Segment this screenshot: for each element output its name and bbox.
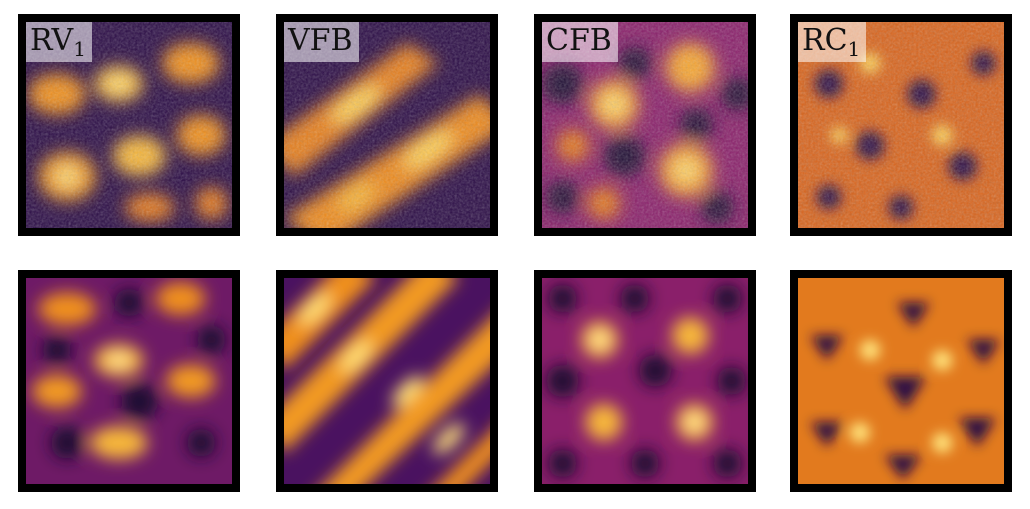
heatmap-image xyxy=(26,278,232,484)
map-panel-cfb-measured: CFB xyxy=(534,14,756,236)
map-panel-cfb-model xyxy=(534,270,756,492)
heatmap-image xyxy=(798,278,1004,484)
panel-label: RC1 xyxy=(798,22,867,62)
map-panel-rc1-model xyxy=(790,270,1012,492)
map-panel-rv1-measured: RV1 xyxy=(18,14,240,236)
panel-label: RV1 xyxy=(26,22,92,62)
heatmap-image xyxy=(284,278,490,484)
map-panel-vfb-model xyxy=(276,270,498,492)
panel-label: CFB xyxy=(542,22,618,62)
heatmap-image xyxy=(542,278,748,484)
map-panel-rv1-model xyxy=(18,270,240,492)
map-panel-rc1-measured: RC1 xyxy=(790,14,1012,236)
heatmap-image xyxy=(26,22,232,228)
panel-label: VFB xyxy=(284,22,359,62)
map-panel-vfb-measured: VFB xyxy=(276,14,498,236)
